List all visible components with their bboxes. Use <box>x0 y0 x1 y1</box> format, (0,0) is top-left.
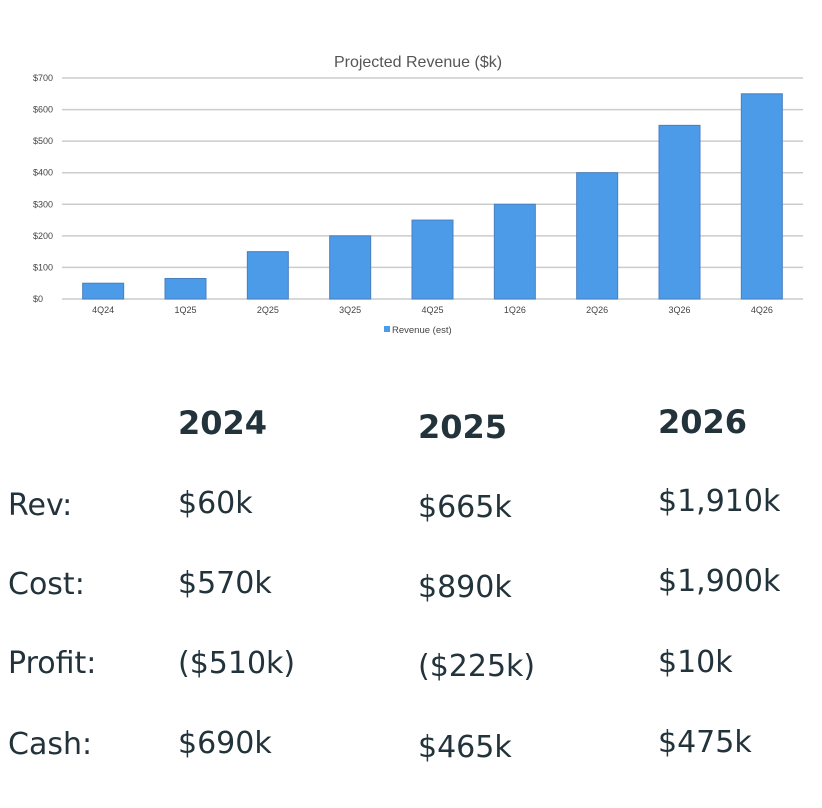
y-tick-label: $300 <box>33 199 53 209</box>
cash-2024: $690k <box>178 726 272 761</box>
y-tick-label: $500 <box>33 136 53 146</box>
x-tick-label: 3Q26 <box>668 305 690 315</box>
bar-2Q25 <box>246 251 289 300</box>
bars <box>82 93 783 300</box>
y-tick-label: $200 <box>33 231 53 241</box>
bar-2Q26 <box>576 172 619 300</box>
x-tick-label: 1Q26 <box>504 305 526 315</box>
row-label-profit: Profit: <box>8 646 97 681</box>
bar-3Q25 <box>329 235 372 300</box>
rev-2025: $665k <box>418 490 512 525</box>
bar-4Q24 <box>82 282 125 300</box>
profit-2024: ($510k) <box>178 646 296 681</box>
y-tick-label: $100 <box>33 262 53 272</box>
x-tick-label: 4Q26 <box>751 305 773 315</box>
profit-2026: $10k <box>658 645 733 680</box>
bar-4Q25 <box>411 219 454 300</box>
bar-3Q26 <box>658 124 701 300</box>
x-tick-label: 2Q26 <box>586 305 608 315</box>
legend-label: Revenue (est) <box>392 325 452 336</box>
y-tick-label: $0 <box>33 294 43 304</box>
legend-swatch <box>384 326 390 332</box>
year-header-2024: 2024 <box>178 404 268 442</box>
chart-title: Projected Revenue ($k) <box>334 54 502 71</box>
rev-2026: $1,910k <box>658 484 781 519</box>
y-tick-label: $400 <box>33 168 53 178</box>
y-axis-ticks: $0 $100 $200 $300 $400 $500 $600 $700 <box>33 73 53 304</box>
year-header-2025: 2025 <box>418 408 508 446</box>
bar-1Q26 <box>493 203 536 300</box>
row-label-cash: Cash: <box>8 727 93 762</box>
x-tick-label: 4Q25 <box>421 305 443 315</box>
row-label-rev: Rev: <box>8 488 73 523</box>
cash-2025: $465k <box>418 730 512 765</box>
row-label-cost: Cost: <box>8 567 85 602</box>
legend: Revenue (est) <box>384 325 452 336</box>
cost-2026: $1,900k <box>658 564 781 599</box>
x-tick-label: 3Q25 <box>339 305 361 315</box>
x-tick-label: 1Q25 <box>174 305 196 315</box>
y-tick-label: $600 <box>33 105 53 115</box>
cost-2024: $570k <box>178 566 272 601</box>
revenue-chart: Projected Revenue ($k) $0 $100 $200 $300 $40… <box>33 54 803 336</box>
bar-4Q26 <box>740 93 783 300</box>
year-header-2026: 2026 <box>658 403 748 441</box>
profit-2025: ($225k) <box>418 649 536 684</box>
x-axis-ticks: 4Q24 1Q25 2Q25 3Q25 4Q25 1Q26 2Q26 3Q26 4Q26 <box>92 305 773 315</box>
x-tick-label: 4Q24 <box>92 305 114 315</box>
y-tick-label: $700 <box>33 73 53 83</box>
cost-2025: $890k <box>418 570 512 605</box>
x-tick-label: 2Q25 <box>257 305 279 315</box>
rev-2024: $60k <box>178 486 253 521</box>
bar-1Q25 <box>164 277 207 300</box>
cash-2026: $475k <box>658 725 752 760</box>
